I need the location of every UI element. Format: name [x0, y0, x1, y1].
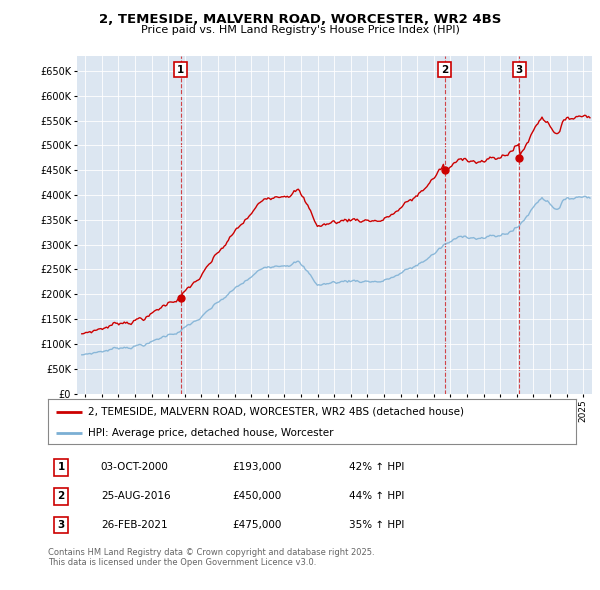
Text: £475,000: £475,000 [233, 520, 282, 530]
Text: Contains HM Land Registry data © Crown copyright and database right 2025.
This d: Contains HM Land Registry data © Crown c… [48, 548, 374, 567]
Text: 03-OCT-2000: 03-OCT-2000 [101, 463, 169, 473]
Text: Price paid vs. HM Land Registry's House Price Index (HPI): Price paid vs. HM Land Registry's House … [140, 25, 460, 35]
Text: 44% ↑ HPI: 44% ↑ HPI [349, 491, 404, 501]
Text: 2, TEMESIDE, MALVERN ROAD, WORCESTER, WR2 4BS (detached house): 2, TEMESIDE, MALVERN ROAD, WORCESTER, WR… [88, 407, 464, 417]
Text: 2: 2 [441, 64, 448, 74]
Text: HPI: Average price, detached house, Worcester: HPI: Average price, detached house, Worc… [88, 428, 333, 438]
Text: 26-FEB-2021: 26-FEB-2021 [101, 520, 167, 530]
Text: £450,000: £450,000 [233, 491, 282, 501]
Text: 42% ↑ HPI: 42% ↑ HPI [349, 463, 404, 473]
Text: 3: 3 [516, 64, 523, 74]
Text: 2, TEMESIDE, MALVERN ROAD, WORCESTER, WR2 4BS: 2, TEMESIDE, MALVERN ROAD, WORCESTER, WR… [99, 13, 501, 26]
Text: 1: 1 [177, 64, 184, 74]
Text: 25-AUG-2016: 25-AUG-2016 [101, 491, 170, 501]
Text: 1: 1 [58, 463, 65, 473]
Text: £193,000: £193,000 [233, 463, 282, 473]
Text: 35% ↑ HPI: 35% ↑ HPI [349, 520, 404, 530]
Text: 2: 2 [58, 491, 65, 501]
Text: 3: 3 [58, 520, 65, 530]
